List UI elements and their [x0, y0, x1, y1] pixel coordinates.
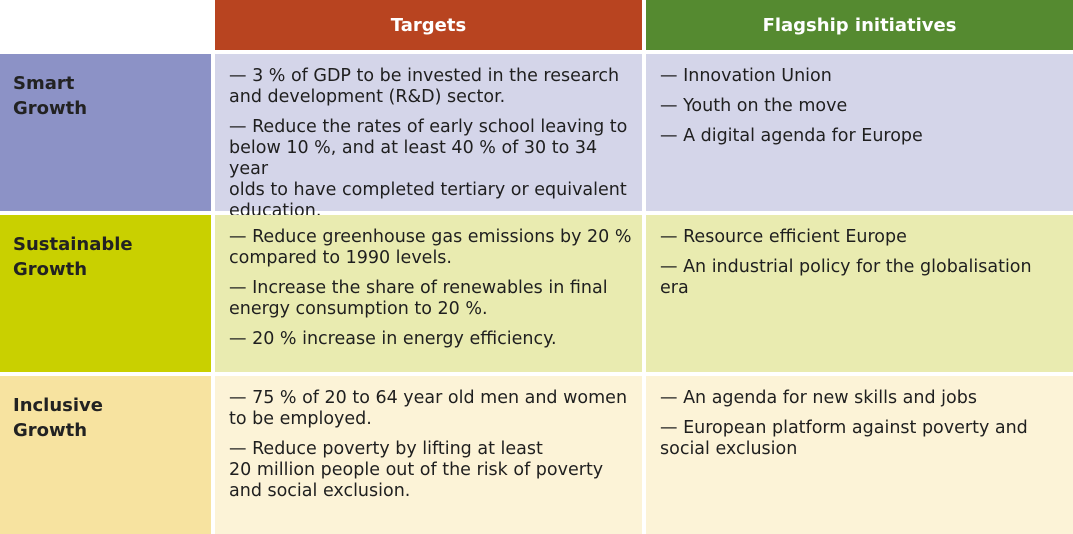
flagship-item: — Resource efficient Europe: [660, 227, 907, 247]
targets-sustainable-growth: — Reduce greenhouse gas emissions by 20 …: [215, 215, 642, 372]
flagship-item: — Youth on the move: [660, 96, 848, 116]
flagship-smart-growth: — Innovation Union — Youth on the move —…: [646, 54, 1073, 211]
row-label-sustainable-growth: Sustainable Growth: [0, 215, 211, 372]
flagship-item: — An agenda for new skills and jobs: [660, 388, 977, 408]
flagship-item: — A digital agenda for Europe: [660, 126, 923, 146]
target-item: — Increase the share of renewables in fi…: [229, 278, 608, 319]
target-item: — 75 % of 20 to 64 year old men and wome…: [229, 388, 628, 429]
header-targets: Targets: [215, 0, 642, 50]
row-label-inclusive-growth: Inclusive Growth: [0, 376, 211, 534]
targets-smart-growth: — 3 % of GDP to be invested in the resea…: [215, 54, 642, 221]
flagship-item: — European platform against poverty and …: [660, 418, 1028, 459]
flagship-item: — Innovation Union: [660, 66, 832, 86]
target-item: — 20 % increase in energy efficiency.: [229, 329, 557, 349]
flagship-item: — An industrial policy for the globalisa…: [660, 257, 1032, 298]
target-item: — Reduce poverty by lifting at least 20 …: [229, 439, 604, 501]
target-item: — Reduce the rates of early school leavi…: [229, 117, 628, 221]
flagship-inclusive-growth: — An agenda for new skills and jobs — Eu…: [646, 376, 1073, 534]
target-item: — Reduce greenhouse gas emissions by 20 …: [229, 227, 632, 268]
flagship-sustainable-growth: — Resource efficient Europe — An industr…: [646, 215, 1073, 372]
targets-inclusive-growth: — 75 % of 20 to 64 year old men and wome…: [215, 376, 642, 534]
header-flagship-initiatives: Flagship initiatives: [646, 0, 1073, 50]
target-item: — 3 % of GDP to be invested in the resea…: [229, 66, 620, 107]
row-label-smart-growth: Smart Growth: [0, 54, 211, 211]
